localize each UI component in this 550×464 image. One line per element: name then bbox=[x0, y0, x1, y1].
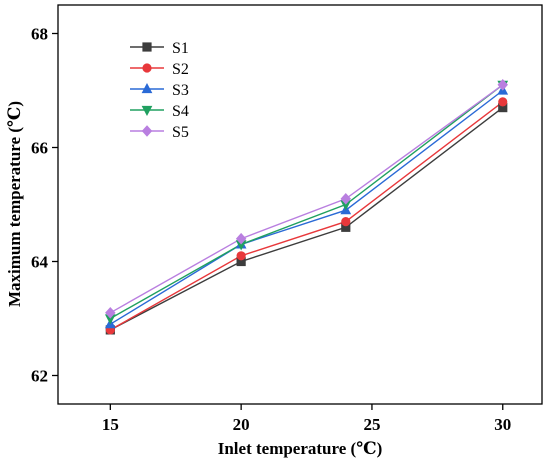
legend-label: S1 bbox=[172, 40, 189, 57]
legend: S1 S2 S3 S4 S5 bbox=[130, 40, 189, 141]
y-tick-label: 62 bbox=[31, 367, 48, 386]
legend-marker bbox=[141, 125, 153, 137]
series-lines bbox=[109, 84, 504, 331]
y-tick-label: 64 bbox=[31, 253, 49, 272]
legend-marker bbox=[141, 82, 153, 94]
data-point-s5 bbox=[340, 193, 352, 205]
legend-label: S4 bbox=[172, 103, 189, 120]
data-point-s2 bbox=[498, 97, 508, 107]
legend-marker bbox=[142, 42, 152, 52]
series-line-s5 bbox=[109, 84, 504, 314]
series-line-s4 bbox=[109, 84, 504, 320]
data-point-s2 bbox=[236, 251, 246, 261]
series-line-s1 bbox=[109, 107, 504, 331]
series-line-s3 bbox=[109, 89, 504, 325]
axis-ticks: 15 20 25 30 62 64 66 68 bbox=[31, 25, 511, 435]
y-axis-label: Maximum temperature (℃) bbox=[5, 101, 24, 307]
data-point-s2 bbox=[341, 217, 351, 227]
data-point-s5 bbox=[497, 79, 508, 91]
series-markers bbox=[104, 79, 509, 335]
x-axis-label: Inlet temperature (℃) bbox=[218, 439, 383, 458]
legend-marker bbox=[142, 63, 152, 73]
y-tick-label: 68 bbox=[31, 25, 48, 44]
y-tick-label: 66 bbox=[31, 139, 48, 158]
data-point-s5 bbox=[235, 232, 247, 245]
legend-label: S2 bbox=[172, 61, 189, 78]
series-line-s2 bbox=[109, 101, 504, 331]
x-tick-label: 30 bbox=[494, 415, 511, 434]
legend-label: S5 bbox=[172, 124, 189, 141]
x-tick-label: 15 bbox=[102, 415, 119, 434]
plot-frame bbox=[57, 4, 543, 405]
legend-marker bbox=[141, 105, 153, 117]
x-tick-label: 20 bbox=[233, 415, 250, 434]
legend-label: S3 bbox=[172, 82, 189, 99]
x-tick-label: 25 bbox=[363, 415, 380, 434]
data-point-s5 bbox=[105, 307, 116, 319]
